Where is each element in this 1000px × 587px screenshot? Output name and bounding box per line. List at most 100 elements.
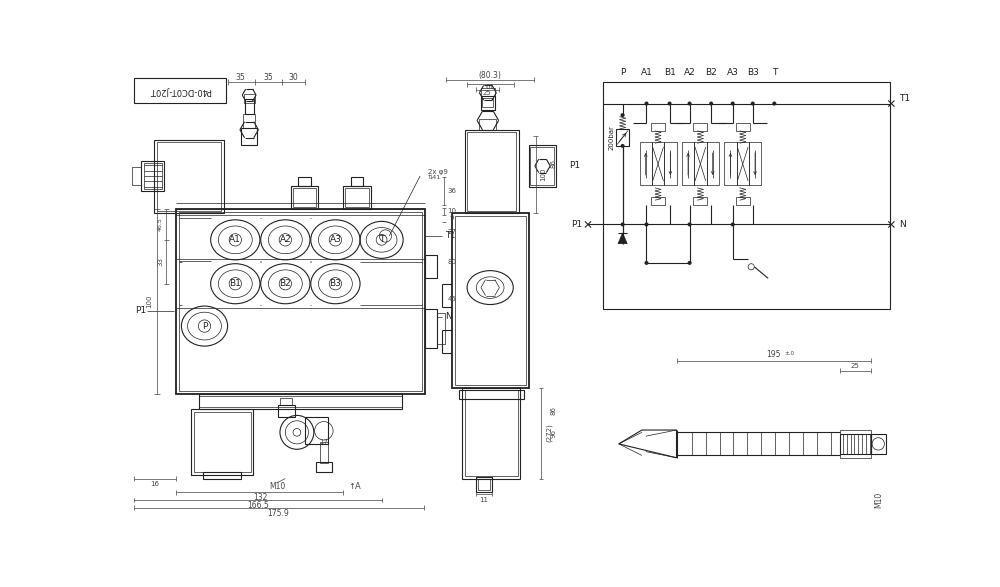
Text: 35: 35 [236, 73, 246, 82]
Bar [141, 160, 164, 191]
Circle shape [731, 222, 735, 227]
Text: 25: 25 [483, 90, 491, 96]
Bar [529, 145, 556, 187]
Text: 25: 25 [851, 363, 860, 369]
Bar [871, 434, 886, 454]
Circle shape [751, 102, 755, 106]
Bar [343, 186, 371, 209]
Circle shape [645, 102, 648, 106]
Bar [278, 406, 295, 417]
Circle shape [709, 102, 713, 106]
Text: P: P [202, 322, 207, 330]
Bar [157, 142, 221, 211]
Text: 100: 100 [540, 168, 546, 181]
Text: A3: A3 [727, 68, 739, 77]
Text: 16: 16 [150, 481, 159, 487]
Bar [651, 197, 665, 205]
Bar [736, 197, 750, 205]
Text: 100: 100 [146, 295, 152, 308]
Bar [191, 409, 253, 475]
Bar [316, 461, 332, 473]
Circle shape [621, 222, 625, 227]
Text: ↑A: ↑A [348, 482, 361, 491]
Bar [840, 434, 871, 454]
Text: P1: P1 [136, 306, 147, 315]
Bar [651, 123, 665, 131]
Bar [280, 397, 292, 406]
Bar [291, 186, 318, 209]
Bar [176, 209, 425, 394]
Text: B3: B3 [747, 68, 759, 77]
Text: 195: 195 [766, 350, 781, 359]
Bar [736, 123, 750, 131]
Polygon shape [618, 233, 627, 244]
Text: 166.5: 166.5 [247, 501, 269, 510]
Text: B3: B3 [329, 279, 341, 288]
Bar [459, 390, 524, 399]
Bar [465, 390, 518, 476]
Text: B2: B2 [279, 279, 291, 288]
Text: N: N [445, 312, 451, 321]
Text: 80: 80 [447, 259, 456, 265]
Circle shape [621, 144, 625, 148]
Text: 35: 35 [264, 73, 273, 82]
Text: P: P [620, 68, 625, 77]
Bar [134, 78, 226, 103]
Text: 86: 86 [550, 159, 556, 168]
Bar [481, 96, 495, 110]
Circle shape [621, 113, 625, 117]
Text: 10: 10 [447, 208, 456, 214]
Text: T: T [772, 68, 777, 77]
Text: M10: M10 [874, 492, 883, 508]
Circle shape [772, 102, 776, 106]
Bar [425, 255, 437, 278]
Bar [243, 114, 255, 128]
Text: 46.5: 46.5 [158, 218, 163, 231]
Bar [437, 313, 445, 344]
Bar [652, 143, 664, 185]
Text: B2: B2 [705, 68, 717, 77]
Bar [694, 143, 707, 185]
Bar [749, 143, 761, 185]
Bar [682, 143, 694, 185]
Bar [425, 309, 437, 348]
Text: T1: T1 [899, 95, 910, 103]
Text: P1: P1 [569, 161, 581, 170]
Text: P40-DC0T-J20T: P40-DC0T-J20T [149, 86, 211, 95]
Bar [452, 213, 529, 387]
Text: ±.0: ±.0 [784, 350, 794, 356]
Text: 17: 17 [319, 438, 328, 444]
Bar [132, 167, 141, 185]
Bar [840, 454, 871, 458]
Bar [840, 430, 871, 434]
Bar [241, 128, 257, 145]
Text: P1: P1 [571, 220, 582, 229]
Bar [298, 177, 311, 186]
Text: 200bar: 200bar [609, 125, 615, 150]
Text: 11: 11 [480, 497, 489, 503]
Bar [476, 477, 492, 492]
Text: M10: M10 [270, 482, 286, 491]
Text: 86: 86 [550, 406, 556, 414]
Text: B1: B1 [229, 279, 241, 288]
Bar [481, 88, 495, 96]
Text: T: T [379, 235, 384, 244]
Bar [467, 132, 516, 211]
Bar [482, 98, 493, 107]
Bar [179, 212, 422, 391]
Bar [693, 123, 707, 131]
Circle shape [668, 102, 672, 106]
Bar [245, 99, 254, 114]
Text: 27: 27 [447, 229, 456, 235]
Circle shape [645, 222, 648, 227]
Text: 132: 132 [253, 493, 267, 502]
Bar [462, 387, 520, 478]
Text: 175.9: 175.9 [268, 509, 289, 518]
Bar [351, 177, 363, 186]
Text: 2x φ9: 2x φ9 [428, 169, 448, 175]
Bar [724, 143, 737, 185]
Bar [154, 140, 224, 213]
Circle shape [731, 102, 735, 106]
Text: (272): (272) [545, 424, 552, 443]
Text: 45: 45 [447, 296, 456, 302]
